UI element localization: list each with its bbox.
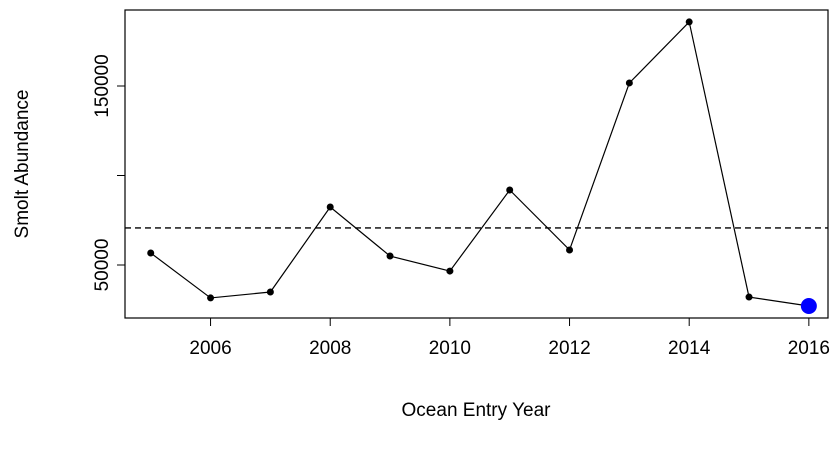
point	[506, 186, 514, 194]
line	[150, 20, 809, 307]
y-axis-label: Smolt Abundance	[12, 90, 33, 239]
x-tick-label: 2010	[429, 338, 471, 359]
y-tick-label: 150000	[92, 54, 113, 117]
point	[266, 288, 274, 296]
x-tick-label: 2014	[668, 338, 711, 359]
x-tick-label: 2016	[788, 338, 830, 359]
highlight-point	[800, 297, 817, 314]
point	[207, 294, 215, 302]
plot-frame	[124, 9, 829, 319]
point	[566, 246, 574, 254]
y-tick-label: 50000	[92, 239, 113, 292]
x-tick-label: 2012	[548, 338, 590, 359]
x-tick-label: 2008	[309, 338, 351, 359]
x-tick-label: 2006	[189, 338, 231, 359]
point	[147, 249, 155, 257]
point	[625, 79, 633, 87]
point	[446, 267, 454, 275]
point	[326, 203, 334, 211]
x-axis-label: Ocean Entry Year	[402, 400, 552, 421]
point	[386, 252, 394, 260]
point	[685, 18, 693, 26]
point	[745, 293, 753, 301]
